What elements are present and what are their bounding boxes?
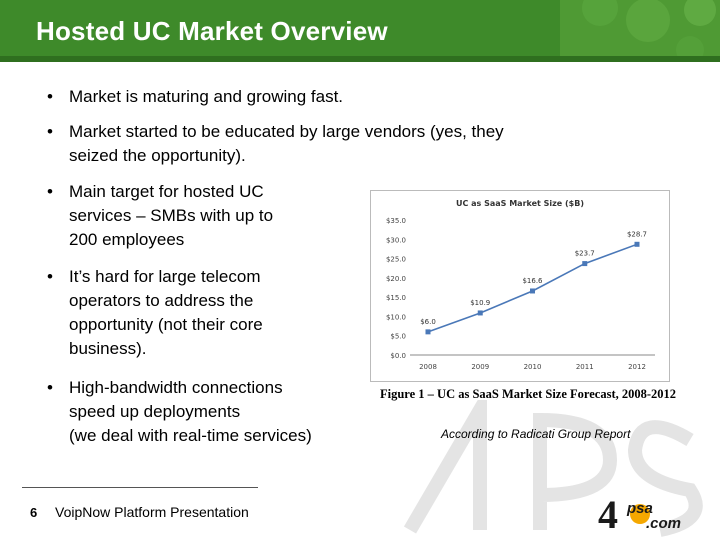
x-axis: 2008 2009 2010 2011 2012 <box>410 354 655 371</box>
logo-domain: .com <box>646 515 681 532</box>
bullet-item: • Market is maturing and growing fast. <box>47 85 344 109</box>
bullet-line: seized the opportunity). <box>69 146 246 165</box>
bullet-marker: • <box>47 122 53 141</box>
bullet-marker: • <box>47 378 53 397</box>
bullet-line: opportunity (not their core <box>69 315 263 334</box>
chart-title: UC as SaaS Market Size ($B) <box>456 199 584 208</box>
market-size-chart: UC as SaaS Market Size ($B) $0.0 $5.0 $10.… <box>370 190 670 382</box>
y-tick-label: $0.0 <box>390 352 406 360</box>
bullet-item: • Main target for hosted UC services – S… <box>47 180 274 252</box>
bullet-line: 200 employees <box>69 230 185 249</box>
header-decoration <box>0 0 720 62</box>
bullet-item: • Market started to be educated by large… <box>47 120 504 168</box>
y-tick-label: $20.0 <box>386 275 406 283</box>
data-point <box>530 288 535 294</box>
y-tick-label: $15.0 <box>386 294 406 302</box>
page-number: 6 <box>30 505 38 520</box>
x-tick-label: 2011 <box>576 363 594 371</box>
y-axis: $0.0 $5.0 $10.0 $15.0 $20.0 $25.0 $30.0 $35.0 <box>386 217 406 360</box>
bullet-marker: • <box>47 182 53 201</box>
bullet-line: (we deal with real-time services) <box>69 426 312 445</box>
source-note: According to Radicati Group Report <box>441 427 631 441</box>
y-tick-label: $5.0 <box>390 333 406 341</box>
title-bar: Hosted UC Market Overview <box>0 0 720 62</box>
data-label: $28.7 <box>627 230 647 238</box>
y-tick-label: $35.0 <box>386 217 406 225</box>
data-label: $10.9 <box>470 299 490 307</box>
data-label: $16.6 <box>522 277 543 285</box>
bullet-line: services – SMBs with up to <box>69 206 274 225</box>
bullet-item: • It’s hard for large telecom operators … <box>47 265 263 361</box>
4psa-logo: 4 psa .com <box>598 492 681 535</box>
data-label: $6.0 <box>420 318 436 326</box>
background-watermark <box>390 384 720 540</box>
data-point <box>425 329 431 335</box>
bullet-line: Main target for hosted UC <box>69 182 264 201</box>
bullet-marker: • <box>47 87 53 106</box>
x-tick-label: 2008 <box>419 363 437 371</box>
bullet-line: speed up deployments <box>69 402 241 421</box>
data-point <box>582 261 588 267</box>
bullet-line: High-bandwidth connections <box>69 378 283 397</box>
x-tick-label: 2009 <box>471 363 489 371</box>
chart-frame <box>370 190 670 382</box>
y-tick-label: $30.0 <box>386 236 406 244</box>
slide-title: Hosted UC Market Overview <box>36 16 388 46</box>
bullet-line: Market is maturing and growing fast. <box>69 87 344 106</box>
x-tick-label: 2010 <box>524 363 542 371</box>
footer-divider <box>22 487 258 488</box>
bullet-marker: • <box>47 267 53 286</box>
bullet-line: Market started to be educated by large v… <box>69 122 504 141</box>
data-point <box>477 310 483 316</box>
data-point <box>634 241 640 247</box>
bullet-line: It’s hard for large telecom <box>69 267 261 286</box>
bullet-line: business). <box>69 339 147 358</box>
logo-brand: psa <box>626 500 653 517</box>
x-tick-label: 2012 <box>628 363 646 371</box>
logo-dot <box>630 504 650 524</box>
logo-numeral: 4 <box>598 492 618 535</box>
bullet-line: operators to address the <box>69 291 254 310</box>
data-label: $23.7 <box>575 250 595 258</box>
bullet-item: • High-bandwidth connections speed up de… <box>47 376 312 448</box>
y-tick-label: $10.0 <box>386 313 406 321</box>
figure-caption: Figure 1 – UC as SaaS Market Size Foreca… <box>380 387 677 401</box>
y-tick-label: $25.0 <box>386 256 406 264</box>
footer-text: VoipNow Platform Presentation <box>55 504 249 520</box>
plot-area: $6.0 $10.9 $16.6 $23.7 $28.7 <box>420 230 647 335</box>
